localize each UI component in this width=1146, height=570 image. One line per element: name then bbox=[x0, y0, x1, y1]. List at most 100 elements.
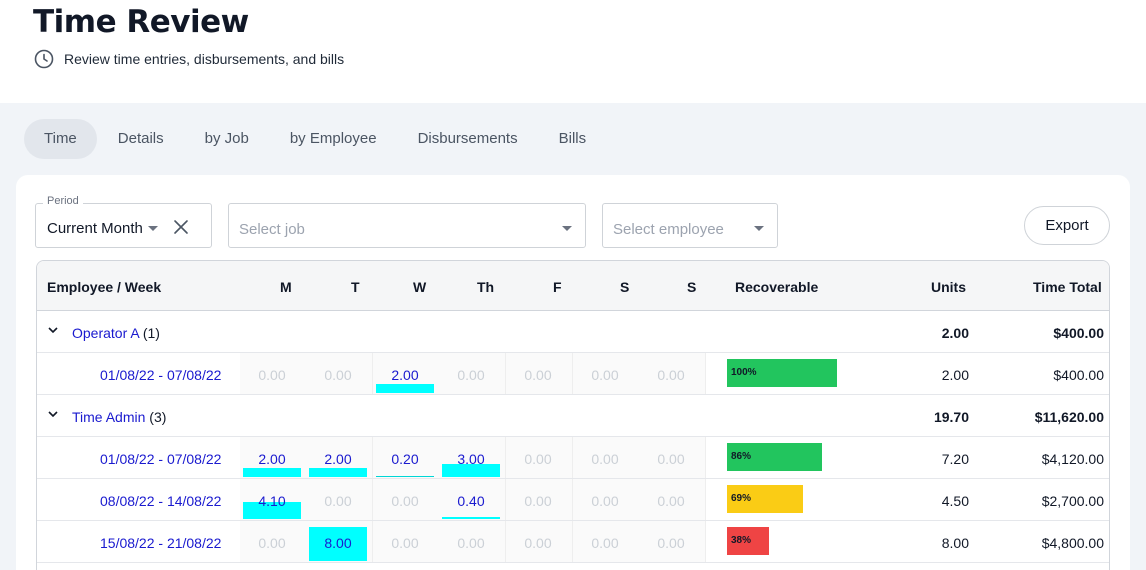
chevron-down-icon[interactable] bbox=[562, 226, 572, 231]
week-range-link[interactable]: 01/08/22 - 07/08/22 bbox=[100, 367, 222, 383]
table-header: Employee / Week M T W Th F S S Recoverab… bbox=[37, 261, 1109, 311]
group-row[interactable]: Time Admin (3) 19.70 $11,620.00 bbox=[37, 395, 1109, 437]
day-hours: 0.00 bbox=[258, 367, 286, 383]
day-hours: 0.00 bbox=[457, 367, 485, 383]
day-hours-bar bbox=[243, 468, 301, 477]
group-units: 2.00 bbox=[941, 325, 969, 341]
day-cell bbox=[573, 437, 640, 478]
period-select[interactable] bbox=[35, 203, 212, 248]
col-sun: S bbox=[687, 279, 697, 295]
chevron-down-icon[interactable] bbox=[48, 410, 58, 418]
tab-bills[interactable]: Bills bbox=[558, 130, 587, 147]
day-hours: 0.00 bbox=[391, 493, 419, 509]
day-hours-bar bbox=[243, 502, 301, 519]
subtitle-row: Review time entries, disbursements, and … bbox=[34, 49, 344, 69]
week-range-link[interactable]: 08/08/22 - 14/08/22 bbox=[100, 493, 222, 509]
day-cell bbox=[639, 437, 706, 478]
day-cell bbox=[639, 353, 706, 394]
day-cell bbox=[506, 479, 573, 520]
week-range-link[interactable]: 01/08/22 - 07/08/22 bbox=[100, 451, 222, 467]
table-row: 15/08/22 - 21/08/22 0.00 8.00 0.00 0.00 0.00 0… bbox=[37, 521, 1109, 563]
week-total: $400.00 bbox=[1053, 367, 1104, 383]
day-hours[interactable]: 0.20 bbox=[391, 451, 419, 467]
col-recoverable: Recoverable bbox=[735, 279, 819, 295]
day-hours: 0.00 bbox=[657, 367, 685, 383]
table-row: 01/08/22 - 07/08/22 0.00 0.00 2.00 0.00 0.00 0… bbox=[37, 353, 1109, 395]
group-units: 19.70 bbox=[933, 409, 969, 425]
day-hours: 0.00 bbox=[591, 535, 619, 551]
tab-time[interactable]: Time bbox=[24, 119, 97, 159]
day-hours: 0.00 bbox=[591, 493, 619, 509]
export-button[interactable]: Export bbox=[1024, 206, 1110, 245]
page-header: Time Review Review time entries, disburs… bbox=[0, 0, 1146, 103]
day-hours: 0.00 bbox=[324, 367, 352, 383]
group-row[interactable]: Operator A (1) 2.00 $400.00 bbox=[37, 311, 1109, 353]
table-row: 08/08/22 - 14/08/22 4.10 0.00 0.00 0.40 0.00 0… bbox=[37, 479, 1109, 521]
table-row: 01/08/22 - 07/08/22 2.00 2.00 0.20 3.00 0.00 0… bbox=[37, 437, 1109, 479]
clock-icon bbox=[34, 49, 54, 69]
recoverable-bar: 69% bbox=[727, 485, 803, 513]
group-total: $11,620.00 bbox=[1034, 409, 1104, 425]
close-icon[interactable] bbox=[173, 219, 189, 235]
col-employee-week[interactable]: Employee / Week bbox=[47, 279, 162, 295]
chevron-down-icon[interactable] bbox=[754, 226, 764, 231]
day-cell bbox=[573, 353, 640, 394]
chevron-down-icon[interactable] bbox=[48, 326, 58, 334]
day-cell bbox=[439, 353, 506, 394]
col-thu: Th bbox=[477, 279, 495, 295]
day-hours[interactable]: 2.00 bbox=[391, 367, 419, 383]
day-hours[interactable]: 8.00 bbox=[324, 535, 352, 551]
day-hours[interactable]: 2.00 bbox=[324, 451, 352, 467]
day-hours[interactable]: 2.00 bbox=[258, 451, 286, 467]
recoverable-bar: 86% bbox=[727, 443, 822, 471]
col-mon: M bbox=[280, 279, 292, 295]
day-hours: 0.00 bbox=[524, 451, 552, 467]
week-units: 7.20 bbox=[941, 451, 969, 467]
col-fri: F bbox=[553, 279, 562, 295]
week-units: 4.50 bbox=[941, 493, 969, 509]
day-hours: 0.00 bbox=[524, 367, 552, 383]
day-hours: 0.00 bbox=[524, 535, 552, 551]
tab-bar: Time Details by Job by Employee Disburse… bbox=[24, 119, 607, 159]
day-hours: 0.00 bbox=[657, 535, 685, 551]
group-name[interactable]: Time Admin (3) bbox=[72, 409, 167, 425]
week-total: $4,120.00 bbox=[1041, 451, 1104, 467]
day-cell bbox=[240, 353, 307, 394]
day-cell bbox=[306, 353, 373, 394]
day-hours-bar bbox=[442, 464, 500, 477]
col-units: Units bbox=[931, 279, 966, 295]
day-hours: 0.00 bbox=[591, 367, 619, 383]
chevron-down-icon[interactable] bbox=[148, 226, 158, 231]
tab-by-job[interactable]: by Job bbox=[204, 130, 249, 147]
day-cell bbox=[240, 521, 307, 562]
employee-select-placeholder: Select employee bbox=[613, 221, 724, 238]
day-hours[interactable]: 0.40 bbox=[457, 493, 485, 509]
week-total: $2,700.00 bbox=[1041, 493, 1104, 509]
day-cell bbox=[639, 479, 706, 520]
period-label: Period bbox=[43, 195, 83, 207]
day-hours[interactable]: 4.10 bbox=[258, 493, 286, 509]
day-hours[interactable]: 3.00 bbox=[457, 451, 485, 467]
group-name[interactable]: Operator A (1) bbox=[72, 325, 160, 341]
day-hours: 0.00 bbox=[391, 535, 419, 551]
day-hours: 0.00 bbox=[324, 493, 352, 509]
tab-by-employee[interactable]: by Employee bbox=[289, 130, 377, 147]
tab-disbursements[interactable]: Disbursements bbox=[417, 130, 518, 147]
period-value[interactable]: Current Month bbox=[47, 220, 143, 237]
week-range-link[interactable]: 15/08/22 - 21/08/22 bbox=[100, 535, 222, 551]
day-hours: 0.00 bbox=[258, 535, 286, 551]
tab-details[interactable]: Details bbox=[117, 130, 164, 147]
day-hours: 0.00 bbox=[457, 535, 485, 551]
day-hours: 0.00 bbox=[657, 493, 685, 509]
job-select[interactable] bbox=[228, 203, 586, 248]
recoverable-bar: 38% bbox=[727, 527, 769, 555]
week-total: $4,800.00 bbox=[1041, 535, 1104, 551]
job-select-placeholder: Select job bbox=[239, 221, 305, 238]
employee-select[interactable] bbox=[602, 203, 778, 248]
day-hours: 0.00 bbox=[657, 451, 685, 467]
day-cell bbox=[573, 479, 640, 520]
day-hours-bar bbox=[376, 476, 434, 477]
col-sat: S bbox=[620, 279, 630, 295]
group-count: (1) bbox=[142, 325, 160, 341]
group-total: $400.00 bbox=[1053, 325, 1104, 341]
